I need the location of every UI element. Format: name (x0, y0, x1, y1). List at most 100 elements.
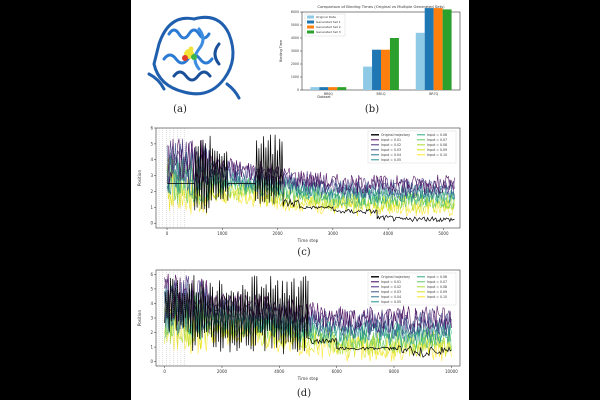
caption-b: (b) (364, 104, 380, 115)
y-tick-label: 4000 (291, 36, 299, 40)
y-tick-label: 6 (150, 125, 153, 130)
x-tick-label: 2000 (217, 369, 228, 374)
binding-time-bar-chart: Comparison of Binding Times (Original vs… (279, 4, 461, 99)
x-tick-label: BR0Q (324, 92, 333, 96)
legend-entry: Input = 0.01 (381, 280, 401, 284)
plot-frame (155, 127, 461, 229)
legend-entry: Input = 0.01 (381, 138, 401, 142)
trajectory-chart-c: 0 1000 2000 3000 4000 5000 0 1 2 3 4 5 6 Time step Pos… (137, 125, 461, 243)
series-line-original-trajectory (164, 275, 452, 358)
legend-entry: Original trajectory (381, 133, 410, 137)
bar-br1q-series-4 (389, 38, 399, 90)
x-tick-label: 6000 (332, 369, 343, 374)
legend-entry: Input = 0.02 (381, 285, 401, 289)
x-tick-label: 3000 (328, 231, 339, 236)
bar-br1q-series-3 (381, 49, 390, 90)
caption-d: (d) (296, 388, 312, 399)
y-tick-label: 4 (150, 301, 153, 306)
y-tick-label: 5000 (291, 23, 299, 27)
y-tick-label: 1 (150, 205, 153, 210)
legend-entry: Original Data (316, 15, 336, 19)
legend-entry: Input = 0.05 (381, 300, 401, 304)
y-tick-label: 3 (150, 173, 153, 178)
legend-entry: Generated Set 2 (316, 25, 341, 29)
legend-entry: Original trajectory (381, 275, 410, 279)
legend-entry: Input = 0.06 (427, 275, 447, 279)
legend-entry: Input = 0.09 (427, 148, 447, 152)
x-tick-label: 4000 (383, 231, 394, 236)
x-axis-label: Time step (297, 376, 319, 381)
legend-entry: Input = 0.10 (427, 295, 447, 299)
legend-entry: Input = 0.08 (427, 285, 447, 289)
legend-swatch (307, 20, 314, 24)
x-tick-label: 4000 (274, 369, 285, 374)
x-tick-label: BR1Q (377, 92, 386, 96)
legend-swatch (307, 25, 314, 29)
x-tick-label: 5000 (438, 231, 449, 236)
trajectory-chart-d: 0 2000 4000 6000 8000 10000 0 1 2 3 4 5 6 Time step Po… (137, 269, 461, 381)
legend-entry: Generated Set 1 (316, 20, 341, 24)
x-tick-label: BR7Q (429, 92, 438, 96)
legend-box (304, 13, 346, 37)
bar-br1q-series-1 (363, 66, 373, 90)
legend-swatch (307, 15, 314, 19)
y-tick-label: 2 (150, 330, 153, 335)
legend-entry: Input = 0.05 (381, 158, 401, 162)
legend-entry: Input = 0.04 (381, 295, 401, 299)
caption-a: (a) (173, 104, 187, 115)
x-tick-label: 10000 (445, 369, 458, 374)
series-line-input-9 (166, 163, 455, 214)
y-tick-label: 6 (150, 272, 153, 277)
legend-entry: Input = 0.06 (427, 133, 447, 137)
bar-br7q-series-2 (424, 8, 434, 91)
legend-entry: Input = 0.04 (381, 153, 401, 157)
y-tick-label: 1000 (291, 75, 299, 79)
legend-entry: Input = 0.07 (427, 138, 447, 142)
bar-br0q-series-4 (337, 87, 347, 90)
x-tick-label: 0 (166, 231, 169, 236)
y-axis-label: Position (137, 310, 142, 327)
bar-br7q-series-1 (415, 32, 425, 90)
y-tick-label: 2 (150, 189, 153, 194)
x-axis-label: Dataset (317, 95, 331, 99)
y-tick-label: 0 (150, 221, 153, 226)
y-tick-label: 3 (150, 315, 153, 320)
x-tick-label: 0 (163, 369, 166, 374)
bar-br7q-series-3 (433, 8, 443, 91)
y-tick-label: 5 (150, 141, 153, 146)
x-tick-label: 2000 (273, 231, 284, 236)
bar-br0q-series-3 (328, 87, 338, 90)
y-tick-label: 6000 (291, 10, 299, 14)
x-tick-label: 1000 (217, 231, 228, 236)
legend-box (367, 272, 457, 306)
legend-box (367, 130, 457, 164)
legend-entry: Input = 0.08 (427, 143, 447, 147)
legend-entry: Input = 0.03 (381, 290, 401, 294)
series-line-input-1 (167, 138, 455, 194)
protein-ribbon-icon (147, 15, 241, 100)
y-tick-label: 4 (150, 157, 153, 162)
y-tick-label: 0 (297, 88, 299, 92)
y-tick-label: 5 (150, 286, 153, 291)
paper-page: (a) Comparison of Binding Times (Origina… (131, 0, 469, 400)
x-tick-label: 8000 (389, 369, 400, 374)
y-tick-label: 2000 (291, 62, 299, 66)
bar-br0q-series-2 (319, 87, 329, 90)
legend-entry: Input = 0.10 (427, 153, 447, 157)
y-axis-label: Position (137, 170, 142, 187)
bar-chart-title: Comparison of Binding Times (Original vs… (317, 4, 445, 9)
bar-br1q-series-2 (372, 49, 381, 90)
y-axis-label: Binding Time (279, 40, 283, 62)
series-line-original-trajectory (167, 134, 455, 223)
legend-entry: Input = 0.02 (381, 143, 401, 147)
legend-entry: Input = 0.07 (427, 280, 447, 284)
legend-entry: Input = 0.09 (427, 290, 447, 294)
bar-br7q-series-4 (442, 9, 452, 90)
caption-c: (c) (297, 247, 311, 258)
legend-entry: Input = 0.03 (381, 148, 401, 152)
y-tick-label: 0 (150, 359, 153, 364)
y-tick-label: 3000 (291, 49, 299, 53)
legend-swatch (307, 30, 314, 34)
legend-entry: Generated Set 3 (316, 30, 341, 34)
y-tick-label: 1 (150, 344, 153, 349)
